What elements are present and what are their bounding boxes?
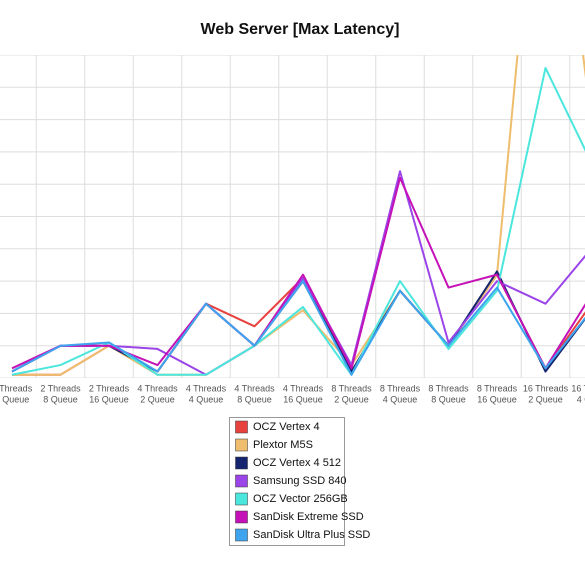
x-tick-label: 4 Threads: [186, 383, 227, 393]
x-tick-label: 4 Threads: [234, 383, 275, 393]
legend-label: OCZ Vertex 4: [253, 421, 320, 433]
legend-swatch: [235, 474, 248, 488]
legend-label: Samsung SSD 840: [253, 475, 347, 487]
x-tick-label: 8 Threads: [477, 383, 518, 393]
x-tick-label: 4 Queue: [189, 394, 224, 404]
x-tick-label: 2 Threads: [0, 383, 33, 393]
x-tick-label: 8 Queue: [43, 394, 78, 404]
x-tick-label: 4 Queue: [577, 394, 585, 404]
x-tick-label: 16 Queue: [89, 394, 129, 404]
x-tick-label: 4 Threads: [283, 383, 324, 393]
x-tick-label: 2 Queue: [140, 394, 175, 404]
legend-swatch: [235, 510, 248, 524]
legend-swatch: [235, 420, 248, 434]
x-tick-label: 16 Threads: [523, 383, 569, 393]
legend-label: SanDisk Ultra Plus SSD: [253, 529, 370, 541]
x-tick-label: 8 Threads: [428, 383, 469, 393]
legend: [229, 417, 345, 546]
x-tick-label: 8 Threads: [380, 383, 421, 393]
x-tick-label: 8 Threads: [331, 383, 372, 393]
series-line: [12, 55, 585, 376]
series-line: [11, 280, 585, 376]
legend-swatch: [235, 438, 248, 452]
series-line: [11, 170, 585, 376]
plot-area: [0, 55, 585, 378]
series-line: [11, 66, 585, 376]
x-tick-label: 16 Queue: [283, 394, 323, 404]
x-tick-label: 16 Threads: [571, 383, 585, 393]
legend-swatch: [235, 456, 248, 470]
chart-title: Web Server [Max Latency]: [201, 21, 400, 38]
series-line: [11, 176, 585, 370]
legend-label: OCZ Vector 256GB: [253, 493, 348, 505]
x-tick-label: 8 Queue: [237, 394, 272, 404]
x-tick-label: 16 Queue: [477, 394, 517, 404]
x-tick-label: 2 Queue: [334, 394, 369, 404]
legend-label: SanDisk Extreme SSD: [253, 511, 364, 523]
legend-label: Plextor M5S: [253, 439, 313, 451]
x-tick-label: 2 Threads: [40, 383, 81, 393]
legend-swatch: [235, 528, 248, 542]
x-tick-label: 4 Queue: [0, 394, 29, 404]
x-tick-label: 2 Queue: [528, 394, 563, 404]
x-tick-label: 2 Threads: [89, 383, 130, 393]
legend-label: OCZ Vertex 4 512: [253, 457, 341, 469]
x-tick-label: 8 Queue: [431, 394, 466, 404]
x-tick-label: 4 Threads: [137, 383, 178, 393]
legend-swatch: [235, 492, 248, 506]
x-tick-label: 4 Queue: [383, 394, 418, 404]
